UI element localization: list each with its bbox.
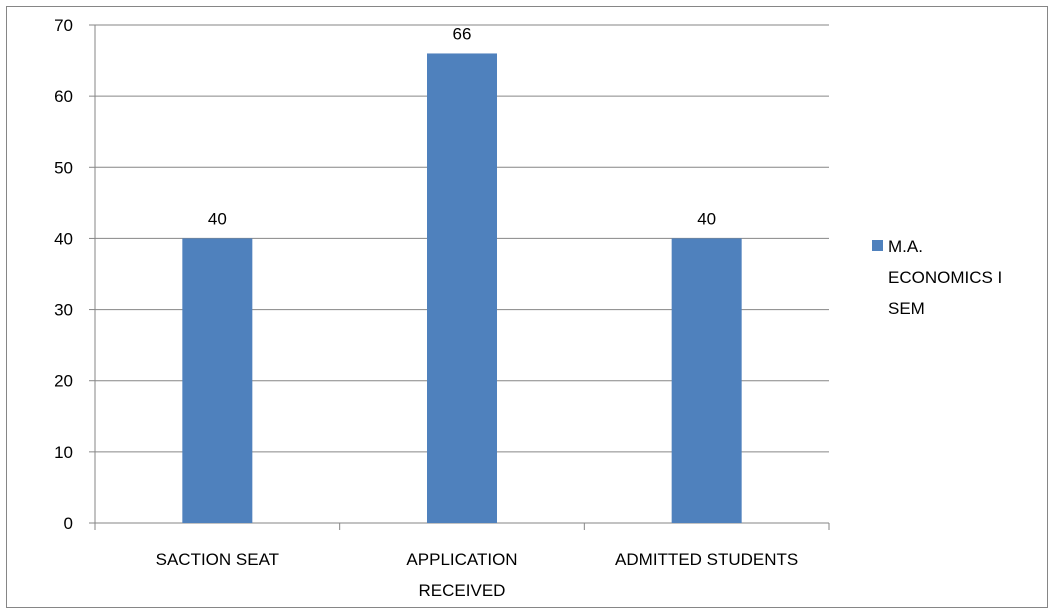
- x-category-label: ADMITTED STUDENTS: [615, 550, 798, 569]
- y-tick-label: 70: [54, 16, 73, 35]
- x-category-label: RECEIVED: [419, 581, 506, 600]
- y-tick-label: 20: [54, 372, 73, 391]
- x-category-label: SACTION SEAT: [156, 550, 279, 569]
- y-tick-label: 10: [54, 443, 73, 462]
- y-tick-label: 50: [54, 158, 73, 177]
- x-category-label: APPLICATION: [406, 550, 517, 569]
- bar: [427, 53, 497, 523]
- y-tick-label: 0: [64, 514, 73, 533]
- legend-label: M.A.: [888, 237, 923, 256]
- y-tick-label: 30: [54, 301, 73, 320]
- legend-label: SEM: [888, 299, 925, 318]
- bar: [182, 238, 253, 523]
- y-tick-label: 60: [54, 87, 73, 106]
- data-label: 40: [208, 209, 227, 228]
- data-label: 40: [697, 209, 716, 228]
- data-label: 66: [453, 24, 472, 43]
- legend-swatch: [872, 240, 883, 251]
- bar: [671, 238, 742, 523]
- legend-label: ECONOMICS I: [888, 268, 1002, 287]
- chart-frame: [6, 6, 1048, 608]
- y-tick-label: 40: [54, 229, 73, 248]
